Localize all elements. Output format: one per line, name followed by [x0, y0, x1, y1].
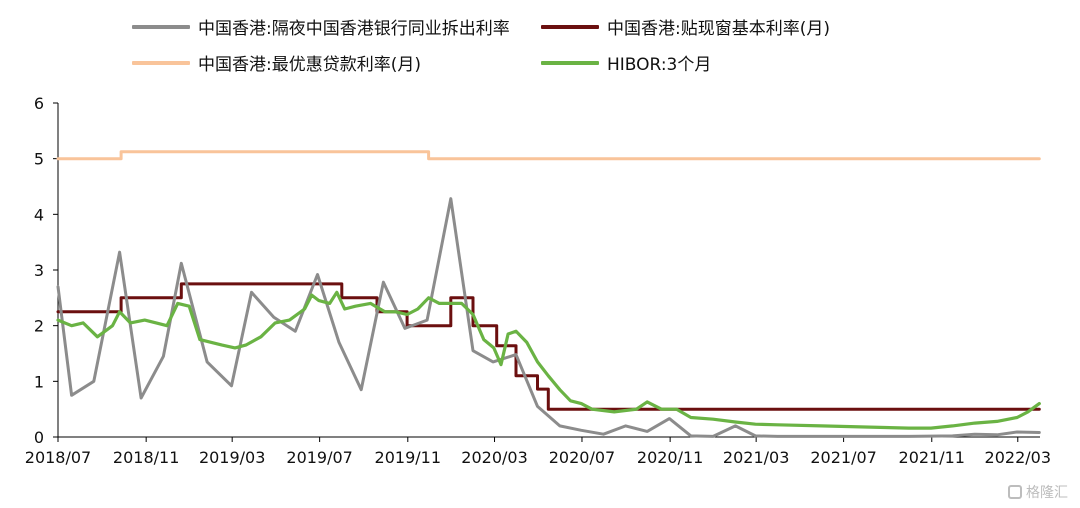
- legend-item-hibor-3m: HIBOR:3个月: [541, 50, 711, 75]
- x-tick-label: 2018/07: [25, 448, 91, 467]
- legend-item-overnight-hibor: 中国香港:隔夜中国香港银行同业拆出利率: [132, 14, 510, 39]
- y-tick-label: 0: [34, 428, 44, 447]
- series-line-discount-window: [56, 282, 1041, 411]
- x-tick-label: 2019/07: [286, 448, 352, 467]
- y-tick-label: 3: [34, 261, 44, 280]
- x-tick-label: 2020/03: [461, 448, 527, 467]
- legend-label: 中国香港:贴现窗基本利率(月): [607, 19, 830, 39]
- x-tick-label: 2020/11: [637, 448, 703, 467]
- series-line-hibor-3m: [56, 290, 1041, 430]
- x-tick-label: 2022/03: [985, 448, 1051, 467]
- series-line-overnight-hibor: [56, 197, 1041, 438]
- x-tick-label: 2018/11: [113, 448, 179, 467]
- legend-swatch: [132, 24, 190, 29]
- legend-label: 中国香港:最优惠贷款利率(月): [198, 55, 421, 75]
- legend-label: HIBOR:3个月: [607, 55, 712, 75]
- series-line-prime-rate: [56, 150, 1041, 161]
- legend-item-prime-rate: 中国香港:最优惠贷款利率(月): [132, 50, 421, 75]
- y-tick-label: 6: [34, 94, 44, 113]
- watermark: 格隆汇: [1008, 482, 1068, 502]
- chart-legend: 中国香港:隔夜中国香港银行同业拆出利率 中国香港:贴现窗基本利率(月) 中国香港…: [0, 0, 1080, 90]
- y-tick-label: 5: [34, 150, 44, 169]
- legend-swatch: [132, 60, 190, 65]
- y-tick-label: 1: [34, 372, 44, 391]
- watermark-logo-icon: [1008, 485, 1022, 499]
- y-tick-label: 4: [34, 205, 44, 224]
- legend-swatch: [541, 24, 599, 29]
- legend-swatch: [541, 60, 599, 65]
- x-tick-label: 2020/07: [549, 448, 615, 467]
- legend-item-discount-window: 中国香港:贴现窗基本利率(月): [541, 14, 830, 39]
- x-tick-label: 2021/07: [810, 448, 876, 467]
- legend-label: 中国香港:隔夜中国香港银行同业拆出利率: [198, 19, 510, 39]
- x-tick-label: 2021/03: [723, 448, 789, 467]
- y-tick-label: 2: [34, 317, 44, 336]
- x-tick-label: 2019/03: [199, 448, 265, 467]
- watermark-text: 格隆汇: [1026, 485, 1068, 501]
- x-tick-label: 2021/11: [899, 448, 965, 467]
- x-tick-label: 2019/11: [375, 448, 441, 467]
